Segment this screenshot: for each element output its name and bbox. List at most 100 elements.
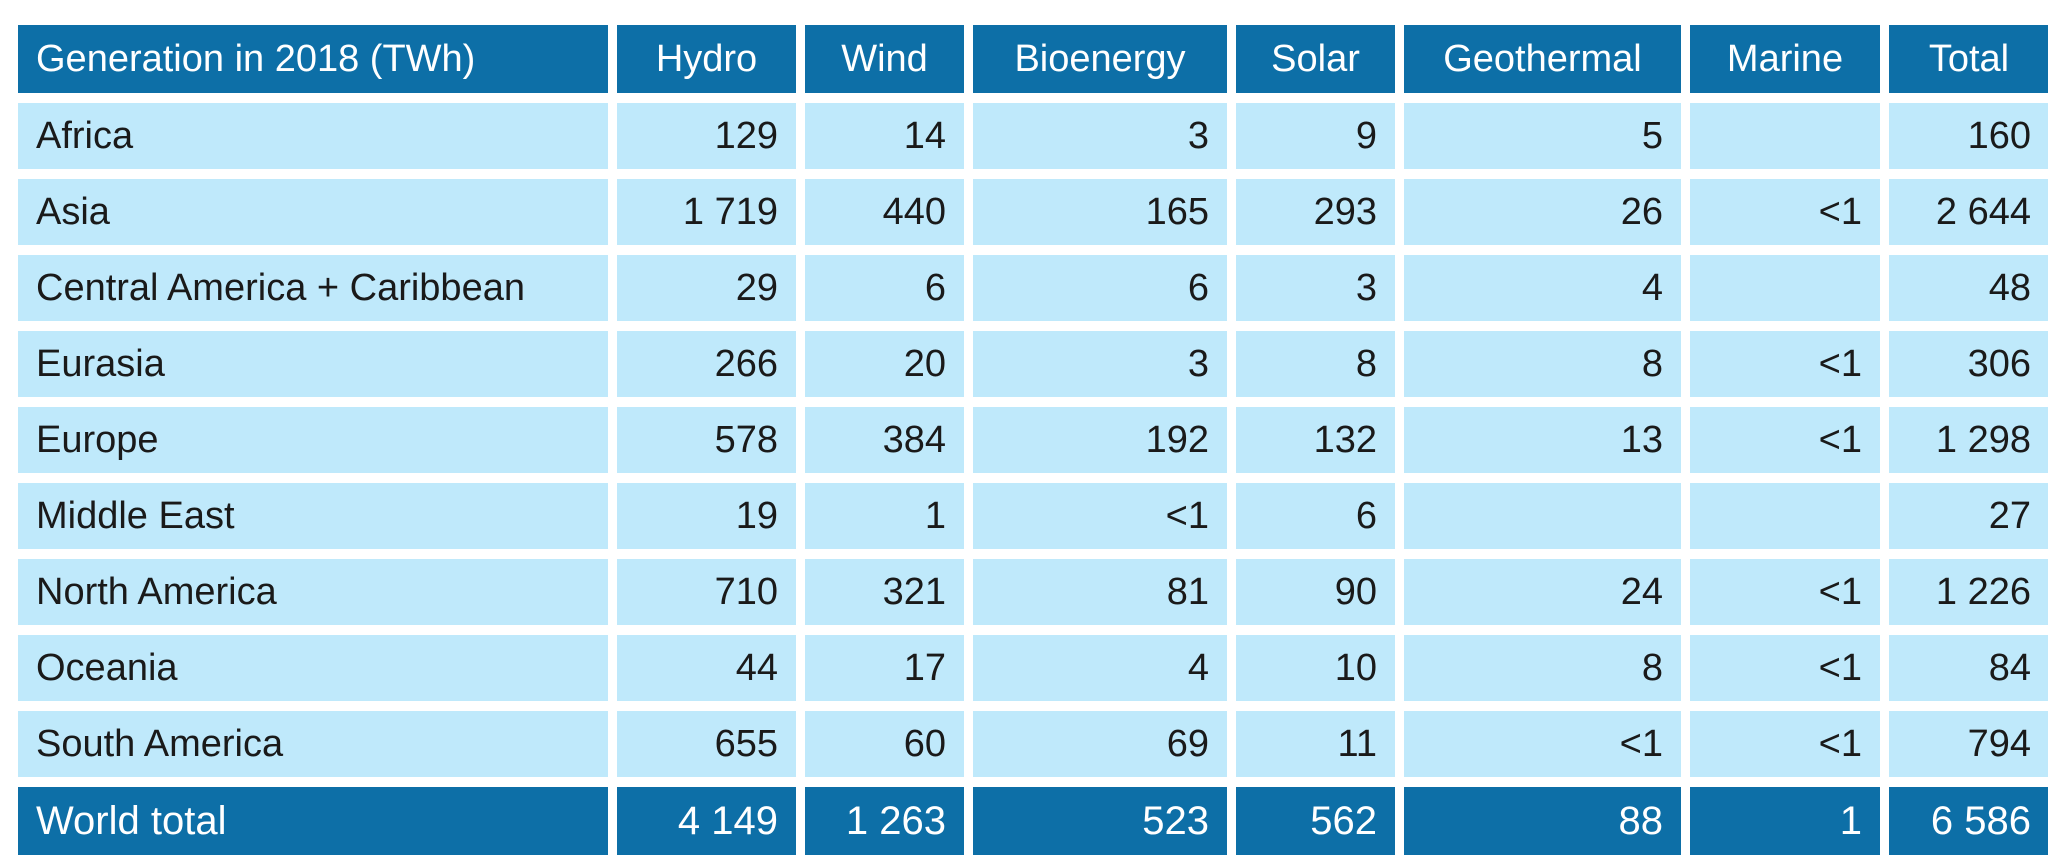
cell-bioenergy: 4 xyxy=(973,635,1227,701)
world-total-hydro: 4 149 xyxy=(617,787,796,855)
row-region-label: Asia xyxy=(18,179,608,245)
cell-geothermal: 4 xyxy=(1404,255,1681,321)
cell-wind: 440 xyxy=(805,179,964,245)
cell-total: 1 226 xyxy=(1889,559,2048,625)
cell-bioenergy: 3 xyxy=(973,331,1227,397)
cell-solar: 293 xyxy=(1236,179,1395,245)
cell-bioenergy: 192 xyxy=(973,407,1227,473)
table-row: South America 655 60 69 11 <1 <1 794 xyxy=(18,711,2048,777)
cell-geothermal: 13 xyxy=(1404,407,1681,473)
cell-total: 2 644 xyxy=(1889,179,2048,245)
world-total-solar: 562 xyxy=(1236,787,1395,855)
cell-solar: 3 xyxy=(1236,255,1395,321)
cell-bioenergy: 6 xyxy=(973,255,1227,321)
world-total-total: 6 586 xyxy=(1889,787,2048,855)
cell-marine: <1 xyxy=(1690,179,1880,245)
column-header-marine: Marine xyxy=(1690,25,1880,93)
table-footer: World total 4 149 1 263 523 562 88 1 6 5… xyxy=(18,787,2048,855)
table-header: Generation in 2018 (TWh) Hydro Wind Bioe… xyxy=(18,25,2048,93)
cell-hydro: 266 xyxy=(617,331,796,397)
world-total-bioenergy: 523 xyxy=(973,787,1227,855)
table-row: Oceania 44 17 4 10 8 <1 84 xyxy=(18,635,2048,701)
cell-bioenergy: 81 xyxy=(973,559,1227,625)
cell-marine: <1 xyxy=(1690,711,1880,777)
cell-bioenergy: 165 xyxy=(973,179,1227,245)
table-row: Central America + Caribbean 29 6 6 3 4 48 xyxy=(18,255,2048,321)
cell-bioenergy: 69 xyxy=(973,711,1227,777)
cell-wind: 6 xyxy=(805,255,964,321)
table-row: Middle East 19 1 <1 6 27 xyxy=(18,483,2048,549)
cell-geothermal: 24 xyxy=(1404,559,1681,625)
table-body: Africa 129 14 3 9 5 160 Asia 1 719 440 165 293 26 <1 2… xyxy=(18,103,2048,777)
cell-geothermal: 8 xyxy=(1404,331,1681,397)
cell-solar: 8 xyxy=(1236,331,1395,397)
world-total-marine: 1 xyxy=(1690,787,1880,855)
cell-hydro: 1 719 xyxy=(617,179,796,245)
row-region-label: North America xyxy=(18,559,608,625)
cell-marine: <1 xyxy=(1690,559,1880,625)
cell-marine: <1 xyxy=(1690,407,1880,473)
cell-wind: 1 xyxy=(805,483,964,549)
cell-bioenergy: 3 xyxy=(973,103,1227,169)
column-header-hydro: Hydro xyxy=(617,25,796,93)
cell-hydro: 129 xyxy=(617,103,796,169)
cell-geothermal: 5 xyxy=(1404,103,1681,169)
world-total-wind: 1 263 xyxy=(805,787,964,855)
column-header-bioenergy: Bioenergy xyxy=(973,25,1227,93)
cell-solar: 132 xyxy=(1236,407,1395,473)
cell-wind: 321 xyxy=(805,559,964,625)
row-region-label: Central America + Caribbean xyxy=(18,255,608,321)
row-region-label: Eurasia xyxy=(18,331,608,397)
cell-marine: <1 xyxy=(1690,635,1880,701)
cell-geothermal: 8 xyxy=(1404,635,1681,701)
world-total-geothermal: 88 xyxy=(1404,787,1681,855)
header-corner-label: Generation in 2018 (TWh) xyxy=(18,25,608,93)
cell-total: 160 xyxy=(1889,103,2048,169)
cell-marine xyxy=(1690,103,1880,169)
table-row: Eurasia 266 20 3 8 8 <1 306 xyxy=(18,331,2048,397)
row-region-label: Oceania xyxy=(18,635,608,701)
cell-hydro: 29 xyxy=(617,255,796,321)
cell-bioenergy: <1 xyxy=(973,483,1227,549)
cell-total: 306 xyxy=(1889,331,2048,397)
cell-wind: 17 xyxy=(805,635,964,701)
row-region-label: Europe xyxy=(18,407,608,473)
table-row: Europe 578 384 192 132 13 <1 1 298 xyxy=(18,407,2048,473)
cell-solar: 90 xyxy=(1236,559,1395,625)
cell-hydro: 655 xyxy=(617,711,796,777)
cell-hydro: 19 xyxy=(617,483,796,549)
cell-total: 794 xyxy=(1889,711,2048,777)
world-total-row: World total 4 149 1 263 523 562 88 1 6 5… xyxy=(18,787,2048,855)
cell-geothermal: 26 xyxy=(1404,179,1681,245)
cell-total: 48 xyxy=(1889,255,2048,321)
table-row: Africa 129 14 3 9 5 160 xyxy=(18,103,2048,169)
cell-hydro: 710 xyxy=(617,559,796,625)
cell-marine xyxy=(1690,255,1880,321)
row-region-label: South America xyxy=(18,711,608,777)
column-header-total: Total xyxy=(1889,25,2048,93)
cell-marine: <1 xyxy=(1690,331,1880,397)
cell-solar: 11 xyxy=(1236,711,1395,777)
cell-solar: 6 xyxy=(1236,483,1395,549)
cell-total: 27 xyxy=(1889,483,2048,549)
column-header-solar: Solar xyxy=(1236,25,1395,93)
header-row: Generation in 2018 (TWh) Hydro Wind Bioe… xyxy=(18,25,2048,93)
cell-geothermal: <1 xyxy=(1404,711,1681,777)
world-total-label: World total xyxy=(18,787,608,855)
table-row: Asia 1 719 440 165 293 26 <1 2 644 xyxy=(18,179,2048,245)
cell-total: 1 298 xyxy=(1889,407,2048,473)
cell-solar: 10 xyxy=(1236,635,1395,701)
cell-hydro: 578 xyxy=(617,407,796,473)
cell-solar: 9 xyxy=(1236,103,1395,169)
cell-marine xyxy=(1690,483,1880,549)
cell-geothermal xyxy=(1404,483,1681,549)
cell-wind: 60 xyxy=(805,711,964,777)
column-header-geothermal: Geothermal xyxy=(1404,25,1681,93)
column-header-wind: Wind xyxy=(805,25,964,93)
cell-wind: 384 xyxy=(805,407,964,473)
renewable-generation-table: Generation in 2018 (TWh) Hydro Wind Bioe… xyxy=(9,15,2048,858)
row-region-label: Middle East xyxy=(18,483,608,549)
cell-hydro: 44 xyxy=(617,635,796,701)
cell-wind: 14 xyxy=(805,103,964,169)
